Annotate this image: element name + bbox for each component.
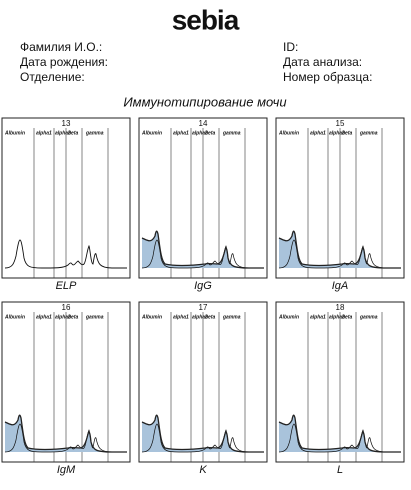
zone-label: alpha2 <box>55 130 71 136</box>
zone-label: alpha1 <box>173 130 189 136</box>
trace-fill <box>142 231 249 268</box>
zone-label: gamma <box>359 130 378 136</box>
panel-number: 15 <box>336 119 345 128</box>
report-title: Иммунотипирование мочи <box>123 94 286 109</box>
panel-number: 17 <box>199 303 208 312</box>
zone-label: alpha2 <box>192 130 208 136</box>
field-label: Номер образца: <box>283 70 372 84</box>
trace-fill <box>279 231 386 268</box>
zone-label: alpha1 <box>36 314 52 320</box>
zone-label: alpha2 <box>192 314 208 320</box>
panel-label: IgM <box>57 464 76 476</box>
zone-label: gamma <box>85 130 104 136</box>
zone-label: beta <box>342 130 353 136</box>
field-label: Дата анализа: <box>283 55 362 69</box>
trace <box>4 239 127 269</box>
zone-label: beta <box>205 314 216 320</box>
panel-number: 13 <box>62 119 71 128</box>
trace-fill <box>142 415 249 452</box>
panel-label: K <box>199 464 207 476</box>
panel-label: IgA <box>332 280 349 292</box>
field-label: Отделение: <box>20 70 85 84</box>
zone-label: gamma <box>85 314 104 320</box>
zone-label: alpha1 <box>36 130 52 136</box>
trace-outline <box>141 230 264 269</box>
zone-label: Albumin <box>141 130 162 136</box>
panel-label: L <box>337 464 343 476</box>
trace-outline <box>278 414 401 453</box>
trace-outline <box>278 230 401 269</box>
zone-label: Albumin <box>141 314 162 320</box>
zone-label: Albumin <box>4 130 25 136</box>
zone-label: alpha2 <box>329 314 345 320</box>
logo: sebia <box>172 4 240 35</box>
zone-label: Albumin <box>278 314 299 320</box>
trace-fill <box>5 415 112 452</box>
panel-number: 18 <box>336 303 345 312</box>
zone-label: beta <box>342 314 353 320</box>
panel-number: 16 <box>62 303 71 312</box>
field-label: Фамилия И.О.: <box>20 40 102 54</box>
trace-outline <box>4 414 127 453</box>
zone-label: gamma <box>222 130 241 136</box>
zone-label: alpha2 <box>55 314 71 320</box>
zone-label: alpha1 <box>173 314 189 320</box>
zone-label: alpha2 <box>329 130 345 136</box>
panel-label: IgG <box>194 280 212 292</box>
zone-label: alpha1 <box>310 130 326 136</box>
trace-fill <box>279 415 386 452</box>
zone-label: alpha1 <box>310 314 326 320</box>
field-label: ID: <box>283 40 298 54</box>
zone-label: beta <box>205 130 216 136</box>
panel-label: ELP <box>56 280 77 292</box>
zone-label: beta <box>68 314 79 320</box>
trace-outline <box>141 414 264 453</box>
zone-label: beta <box>68 130 79 136</box>
field-label: Дата рождения: <box>20 55 108 69</box>
panel-number: 14 <box>199 119 208 128</box>
zone-label: Albumin <box>4 314 25 320</box>
zone-label: gamma <box>222 314 241 320</box>
zone-label: Albumin <box>278 130 299 136</box>
zone-label: gamma <box>359 314 378 320</box>
